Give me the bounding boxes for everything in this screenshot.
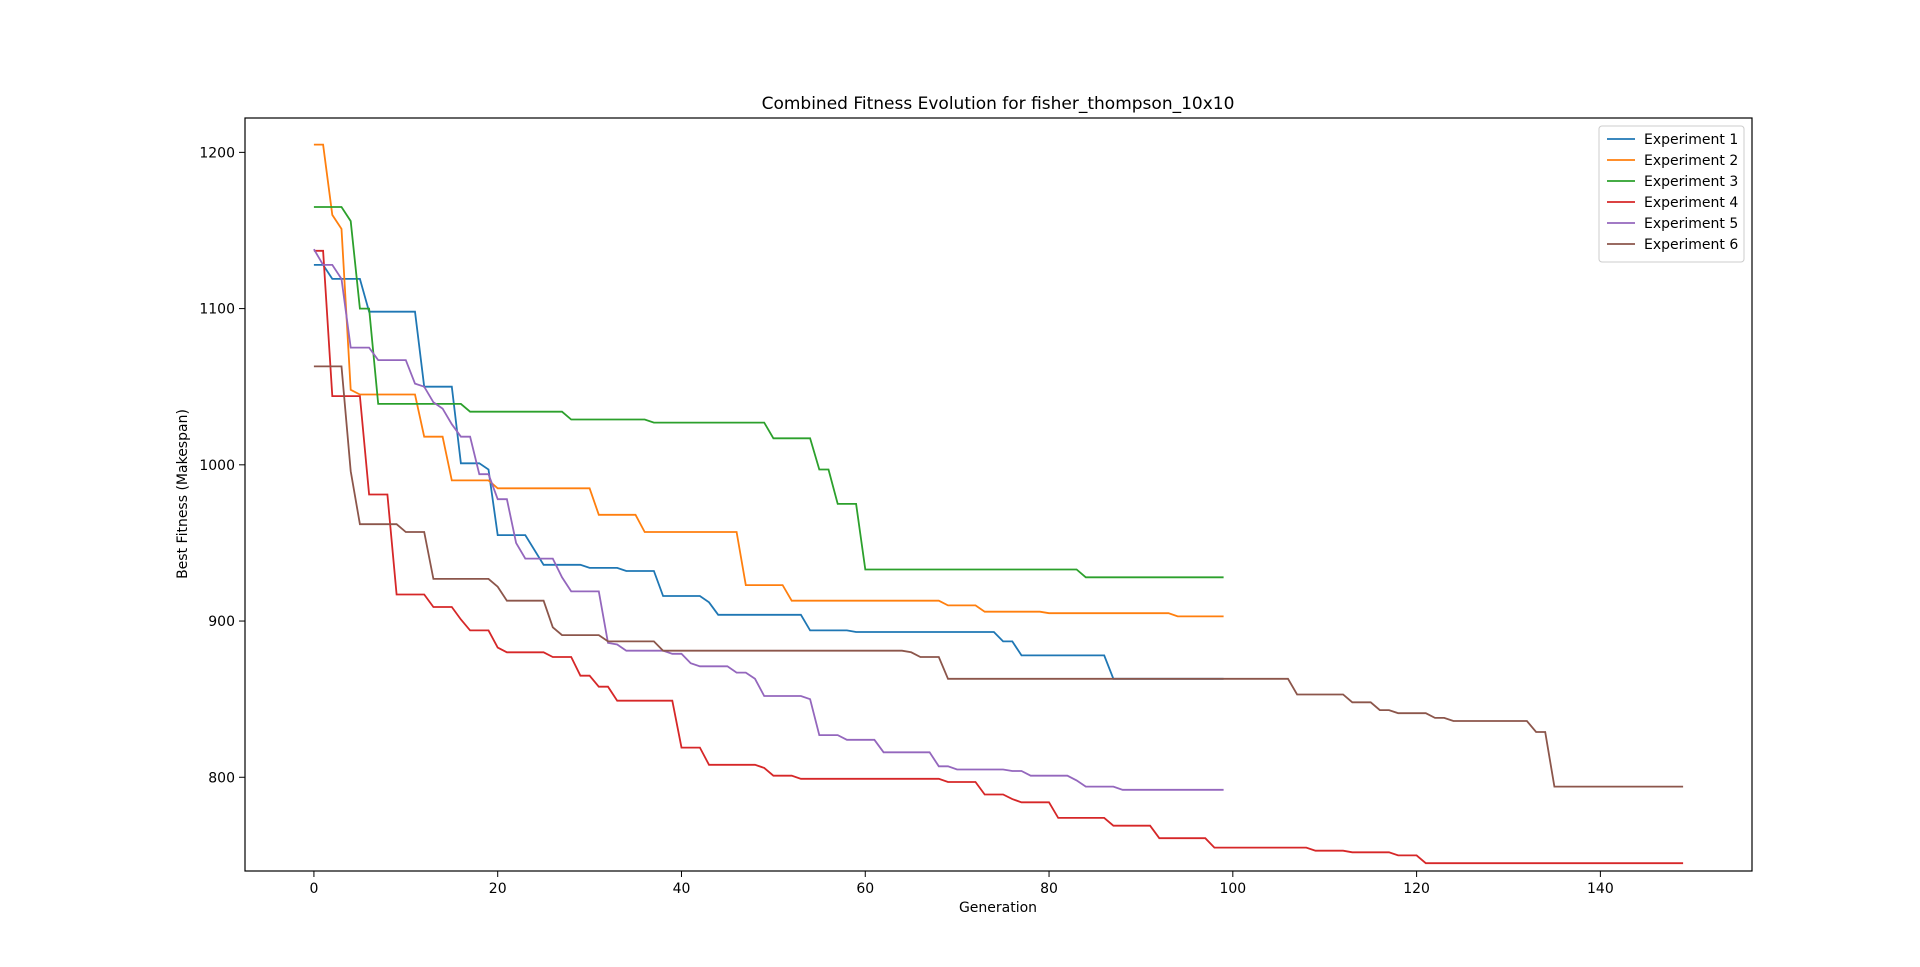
- legend: Experiment 1 Experiment 2 Experiment 3 Expe…: [1598, 125, 1745, 263]
- chart-title: Combined Fitness Evolution for fisher_th…: [762, 94, 1235, 114]
- x-tick-label: 60: [856, 881, 874, 897]
- series-line-experiment-6: [313, 365, 1684, 788]
- plot-frame: [244, 117, 1753, 872]
- x-tick-label: 0: [309, 881, 318, 897]
- x-tick-label: 120: [1403, 881, 1430, 897]
- x-axis-ticks: 0 20 40 60 80 100 120 140: [309, 871, 1614, 897]
- y-tick-label: 1200: [199, 145, 235, 161]
- x-tick-label: 140: [1587, 881, 1614, 897]
- x-tick-label: 40: [673, 881, 691, 897]
- y-tick-label: 1100: [199, 302, 235, 318]
- x-axis-label: Generation: [959, 900, 1037, 916]
- legend-entry-label: Experiment 5: [1644, 216, 1738, 232]
- series-line-experiment-2: [313, 143, 1224, 618]
- x-tick-label: 20: [489, 881, 507, 897]
- plot-lines: [313, 143, 1684, 865]
- series-line-experiment-4: [313, 249, 1684, 865]
- legend-entry-label: Experiment 1: [1644, 132, 1738, 148]
- series-line-experiment-1: [313, 264, 1224, 680]
- y-tick-label: 800: [208, 770, 235, 786]
- y-axis-label: Best Fitness (Makespan): [175, 409, 191, 579]
- legend-entry-label: Experiment 6: [1644, 237, 1738, 253]
- y-tick-label: 900: [208, 614, 235, 630]
- legend-entry-label: Experiment 3: [1644, 174, 1738, 190]
- y-axis-ticks: 800 900 1000 1100 1200: [199, 145, 245, 786]
- series-line-experiment-5: [313, 248, 1224, 791]
- x-tick-label: 100: [1219, 881, 1246, 897]
- x-tick-label: 80: [1040, 881, 1058, 897]
- legend-entry-label: Experiment 4: [1644, 195, 1738, 211]
- legend-entry-label: Experiment 2: [1644, 153, 1738, 169]
- legend-box: [1598, 125, 1745, 263]
- y-tick-label: 1000: [199, 458, 235, 474]
- series-line-experiment-3: [313, 206, 1224, 579]
